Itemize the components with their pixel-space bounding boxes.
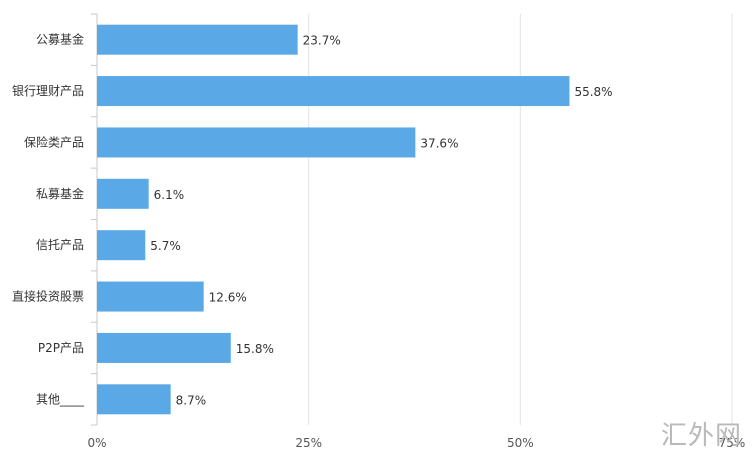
category-label: 银行理财产品 [12,84,84,98]
bar [97,24,298,55]
data-label: 37.6% [420,136,458,150]
category-label: 信托产品 [36,238,84,252]
category-label: 私募基金 [36,186,84,201]
watermark-logo: 汇外网 [660,421,742,451]
bar [97,230,146,261]
x-tick-label: 25% [295,436,322,450]
category-label: 其他____ [36,392,85,406]
data-label: 15.8% [236,342,274,356]
data-label: 55.8% [574,85,612,99]
data-label: 12.6% [209,291,247,305]
x-tick-label: 75% [719,436,746,450]
x-tick-label: 50% [507,436,534,450]
category-label: 保险类产品 [24,134,84,149]
bar [97,76,570,107]
data-label: 23.7% [303,34,341,48]
bar [97,178,149,209]
x-tick-label: 0% [87,436,106,450]
bar [97,281,204,312]
category-label: 公募基金 [36,32,84,47]
data-label: 8.7% [176,393,207,407]
bar [97,127,416,158]
category-label: 直接投资股票 [12,289,84,304]
category-label: P2P产品 [38,341,84,355]
bar [97,384,171,415]
data-label: 6.1% [154,188,185,202]
data-label: 5.7% [150,239,181,253]
bar [97,332,231,363]
